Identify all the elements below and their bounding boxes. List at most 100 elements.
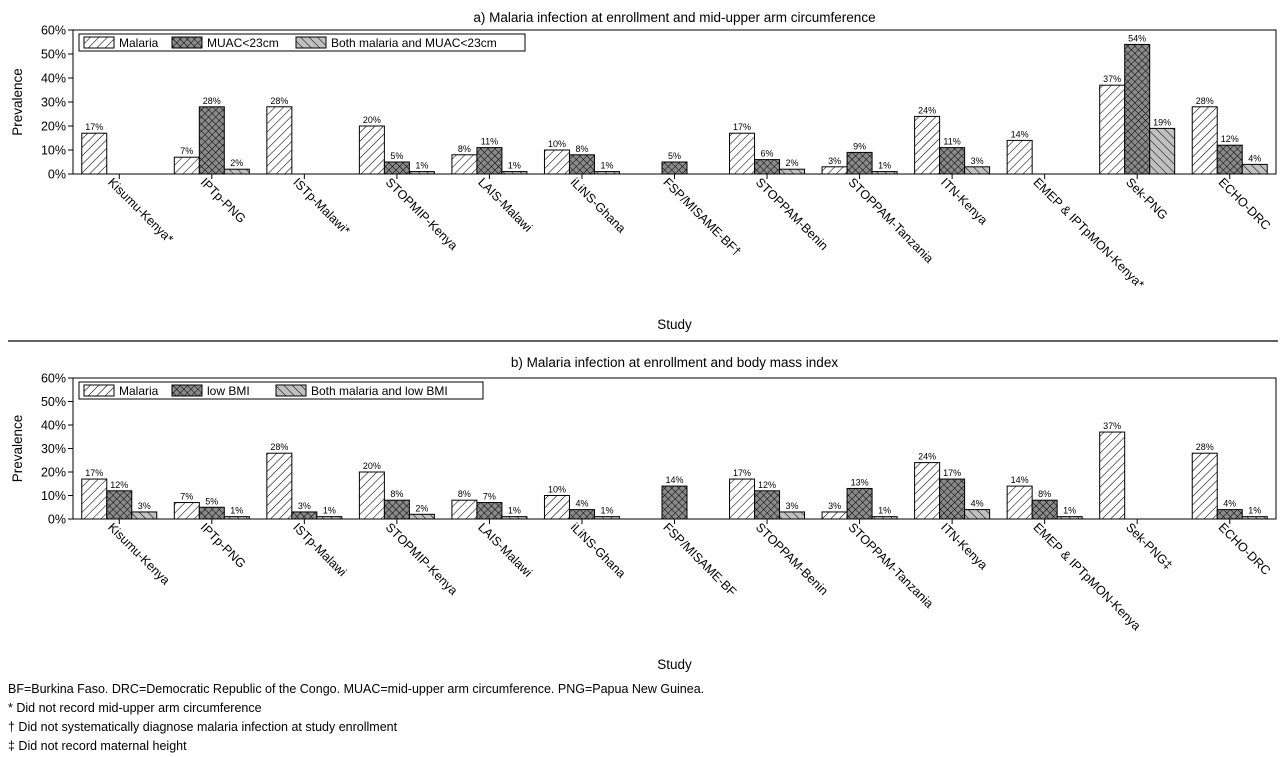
bar [1241, 516, 1268, 520]
data-label: 20% [363, 115, 381, 125]
x-tick-label-b: EMEP & IPTpMON-Kenya [1031, 520, 1144, 633]
data-label: 37% [1103, 74, 1121, 84]
data-label: 17% [733, 122, 751, 132]
x-tick-label-a: ECHO-DRC [1216, 175, 1274, 233]
bar [871, 516, 898, 520]
legend-swatch [83, 36, 115, 49]
x-tick-label-b: ISTp-Malawi [290, 520, 349, 579]
bar [476, 147, 503, 175]
bar [266, 452, 293, 520]
data-label: 54% [1128, 33, 1146, 43]
bar [729, 478, 756, 520]
bar [383, 499, 410, 520]
bar [173, 502, 200, 520]
x-tick-label-b: STOPPAM-Tanzania [845, 520, 936, 611]
y-tick-label-b: 10% [41, 489, 66, 503]
x-tick-label-b: STOPPAM-Benin [753, 520, 831, 598]
x-tick-label-a: Kisumu-Kenya* [105, 175, 176, 246]
legend-a: Malaria MUAC<23cm Both malaria and MUAC<23… [78, 33, 526, 52]
bar [661, 161, 688, 175]
x-axis-label-b: Study [657, 657, 692, 672]
chart-title-b: b) Malaria infection at enrollment and b… [511, 355, 838, 370]
data-label: 4% [1223, 499, 1236, 509]
legend-swatch [295, 36, 327, 49]
bar [131, 511, 158, 520]
data-label: 10% [548, 485, 566, 495]
bar [1191, 452, 1218, 520]
x-tick-label-b: ECHO-DRC [1216, 520, 1274, 578]
bar [1216, 509, 1243, 520]
x-tick-label-a: IPTp-PNG [198, 175, 249, 226]
bar [81, 478, 108, 520]
x-tick-label-a: STOPPAM-Benin [753, 175, 831, 253]
bar [779, 511, 806, 520]
data-label: 14% [665, 475, 683, 485]
y-tick-label-a: 10% [41, 144, 66, 158]
bar [501, 516, 528, 520]
data-label: 5% [668, 151, 681, 161]
y-tick-label-b: 20% [41, 466, 66, 480]
bar [1099, 431, 1126, 520]
x-axis-label-a: Study [657, 317, 692, 332]
legend-label: Malaria [119, 384, 159, 398]
data-label: 1% [1063, 506, 1076, 516]
bar [198, 506, 225, 520]
data-label: 9% [853, 141, 866, 151]
y-tick-label-b: 60% [41, 372, 66, 386]
data-label: 1% [878, 161, 891, 171]
bar [223, 516, 250, 520]
bar [939, 147, 966, 175]
y-tick-label-a: 50% [41, 48, 66, 62]
x-tick-label-b: iLiNS-Ghana [568, 520, 629, 581]
data-label: 11% [943, 137, 960, 147]
data-label: 3% [138, 501, 151, 511]
data-label: 4% [1248, 153, 1261, 163]
data-label: 1% [415, 161, 428, 171]
data-label: 8% [458, 489, 471, 499]
data-label: 2% [230, 158, 243, 168]
x-tick-label-b: Sek-PNG‡ [1123, 520, 1175, 572]
data-label: 2% [786, 158, 799, 168]
data-label: 1% [323, 506, 336, 516]
footnote-double-dagger: ‡ Did not record maternal height [8, 739, 187, 753]
bar [1241, 163, 1268, 175]
x-tick-label-b: STOPMIP-Kenya [383, 520, 461, 598]
bar [223, 168, 250, 175]
bar [291, 511, 318, 520]
bar [358, 125, 385, 175]
bar [543, 495, 570, 520]
data-label: 17% [943, 468, 961, 478]
panel-a: a) Malaria infection at enrollment and m… [10, 10, 1277, 332]
x-tick-label-a: EMEP & IPTpMON-Kenya* [1031, 175, 1147, 291]
x-tick-label-a: iLiNS-Ghana [568, 175, 629, 236]
y-tick-label-a: 30% [41, 96, 66, 110]
y-axis-label-b: Prevalence [10, 415, 25, 483]
x-tick-label-b: Kisumu-Kenya [105, 520, 172, 587]
legend-b: Malaria low BMI Both malaria and low BMI [78, 381, 484, 400]
bar [173, 156, 200, 175]
bar [729, 132, 756, 175]
bar [1149, 127, 1176, 175]
bar [779, 168, 806, 175]
data-label: 3% [828, 156, 841, 166]
bar [593, 171, 620, 175]
data-label: 14% [1011, 129, 1029, 139]
bar [821, 511, 848, 520]
x-tick-label-a: Sek-PNG [1123, 175, 1170, 222]
data-label: 8% [390, 489, 403, 499]
bar [408, 513, 435, 520]
data-label: 1% [230, 506, 243, 516]
data-label: 28% [270, 96, 288, 106]
bar [408, 171, 435, 175]
bar [964, 509, 991, 520]
bar [1124, 43, 1151, 175]
x-tick-label-a: FSP/MISAME-BF† [660, 175, 744, 259]
legend-label: MUAC<23cm [207, 36, 279, 50]
data-label: 4% [575, 499, 588, 509]
legend-label: Malaria [119, 36, 159, 50]
y-tick-label-b: 50% [41, 395, 66, 409]
data-label: 8% [458, 144, 471, 154]
data-label: 1% [1248, 506, 1261, 516]
bar [358, 471, 385, 520]
bar [81, 132, 108, 175]
